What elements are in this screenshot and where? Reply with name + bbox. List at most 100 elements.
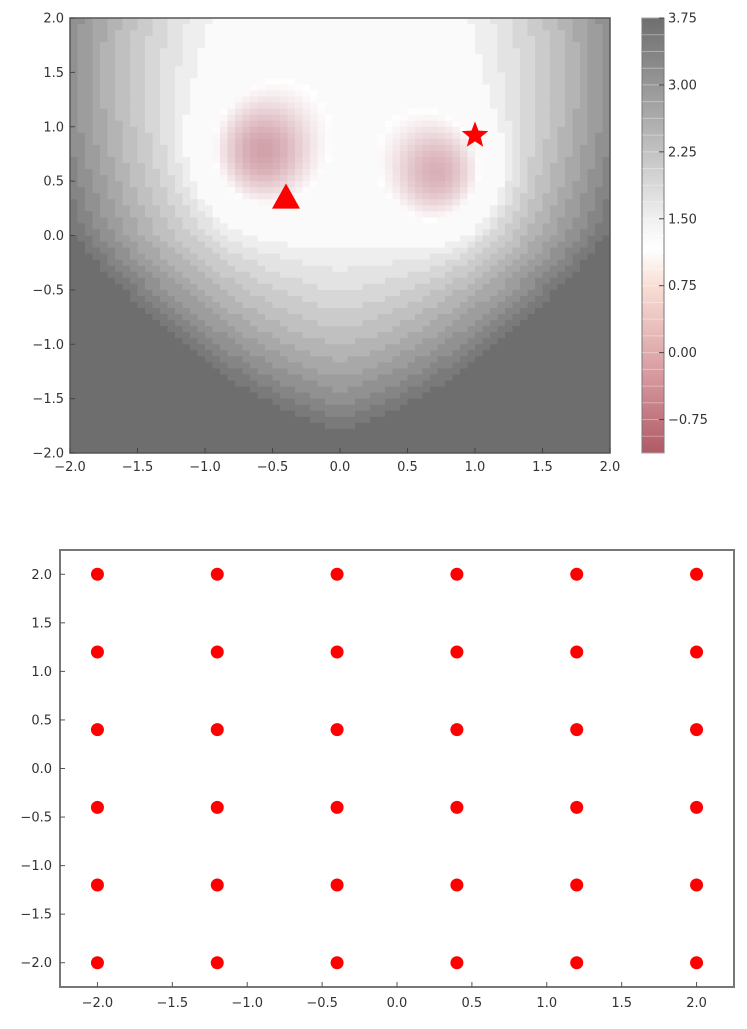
contour-cell bbox=[227, 205, 236, 212]
contour-cell bbox=[520, 350, 529, 357]
contour-cell bbox=[212, 24, 221, 31]
contour-cell bbox=[175, 344, 184, 351]
contour-cell bbox=[295, 344, 304, 351]
contour-cell bbox=[272, 362, 281, 370]
contour-cell bbox=[475, 66, 484, 73]
contour-cell bbox=[295, 295, 304, 303]
contour-cell bbox=[587, 96, 596, 104]
contour-cell bbox=[145, 386, 154, 394]
contour-cell bbox=[115, 404, 124, 412]
contour-cell bbox=[190, 253, 199, 261]
contour-cell bbox=[565, 440, 574, 448]
contour-cell bbox=[190, 84, 199, 92]
contour-cell bbox=[317, 374, 326, 382]
contour-cell bbox=[295, 72, 304, 80]
contour-cell bbox=[385, 247, 394, 255]
contour-cell bbox=[190, 138, 199, 146]
contour-cell bbox=[197, 374, 206, 382]
contour-cell bbox=[235, 211, 244, 218]
contour-cell bbox=[527, 36, 536, 43]
contour-cell bbox=[227, 416, 236, 424]
contour-cell bbox=[152, 72, 161, 80]
contour-cell bbox=[572, 156, 581, 164]
contour-cell bbox=[167, 362, 176, 370]
contour-cell bbox=[557, 428, 566, 436]
contour-cell bbox=[340, 138, 349, 146]
contour-cell bbox=[227, 422, 236, 430]
contour-cell bbox=[377, 90, 386, 98]
contour-cell bbox=[212, 259, 221, 267]
contour-cell bbox=[580, 66, 589, 73]
contour-cell bbox=[310, 356, 319, 363]
contour-cell bbox=[130, 332, 139, 339]
contour-cell bbox=[302, 422, 311, 430]
contour-cell bbox=[497, 181, 506, 188]
contour-cell bbox=[182, 150, 191, 158]
contour-cell bbox=[130, 301, 139, 309]
contour-cell bbox=[467, 410, 476, 418]
contour-cell bbox=[505, 144, 514, 152]
contour-cell bbox=[460, 314, 469, 321]
contour-cell bbox=[587, 114, 596, 122]
contour-cell bbox=[527, 320, 536, 327]
contour-cell bbox=[355, 356, 364, 363]
contour-cell bbox=[572, 259, 581, 267]
contour-cell bbox=[550, 434, 559, 442]
contour-cell bbox=[227, 42, 236, 49]
contour-cell bbox=[137, 169, 146, 176]
contour-cell bbox=[325, 150, 334, 158]
contour-cell bbox=[572, 175, 581, 182]
contour-cell bbox=[460, 241, 469, 249]
contour-cell bbox=[385, 265, 394, 273]
contour-cell bbox=[475, 126, 484, 134]
contour-cell bbox=[295, 241, 304, 249]
contour-cell bbox=[242, 187, 251, 194]
contour-cell bbox=[227, 446, 236, 453]
contour-cell bbox=[85, 428, 94, 436]
contour-cell bbox=[197, 247, 206, 255]
contour-cell bbox=[190, 211, 199, 218]
contour-cell bbox=[452, 18, 461, 25]
contour-cell bbox=[137, 241, 146, 249]
contour-cell bbox=[415, 229, 424, 237]
contour-cell bbox=[280, 356, 289, 363]
contour-cell bbox=[302, 332, 311, 339]
contour-cell bbox=[430, 156, 439, 164]
contour-cell bbox=[122, 398, 131, 406]
contour-cell bbox=[542, 163, 551, 170]
contour-cell bbox=[377, 144, 386, 152]
contour-cell bbox=[437, 150, 446, 158]
contour-cell bbox=[317, 229, 326, 237]
contour-cell bbox=[257, 289, 266, 297]
contour-cell bbox=[377, 60, 386, 67]
contour-cell bbox=[527, 362, 536, 370]
contour-cell bbox=[220, 120, 229, 128]
contour-cell bbox=[70, 211, 79, 218]
contour-cell bbox=[475, 24, 484, 31]
contour-cell bbox=[340, 193, 349, 200]
contour-cell bbox=[437, 259, 446, 267]
contour-cell bbox=[520, 368, 529, 376]
contour-cell bbox=[115, 356, 124, 363]
contour-cell bbox=[242, 223, 251, 231]
contour-cell bbox=[497, 126, 506, 134]
contour-cell bbox=[475, 350, 484, 357]
contour-cell bbox=[422, 108, 431, 116]
contour-cell bbox=[287, 114, 296, 122]
contour-cell bbox=[572, 422, 581, 430]
contour-cell bbox=[542, 181, 551, 188]
contour-cell bbox=[122, 301, 131, 309]
contour-cell bbox=[190, 193, 199, 200]
contour-cell bbox=[370, 416, 379, 424]
contour-cell bbox=[175, 48, 184, 55]
contour-cell bbox=[422, 54, 431, 61]
contour-cell bbox=[497, 380, 506, 388]
contour-cell bbox=[272, 386, 281, 394]
contour-cell bbox=[77, 229, 86, 237]
contour-cell bbox=[257, 205, 266, 212]
contour-cell bbox=[415, 84, 424, 92]
contour-cell bbox=[452, 392, 461, 400]
contour-cell bbox=[145, 271, 154, 279]
contour-cell bbox=[287, 48, 296, 55]
contour-cell bbox=[250, 72, 259, 80]
